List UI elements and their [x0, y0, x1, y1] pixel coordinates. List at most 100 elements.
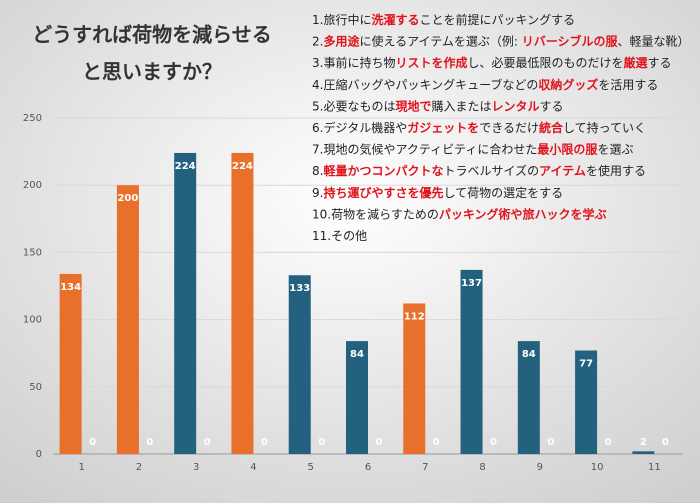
option-text: リバーシブルの服: [522, 33, 619, 48]
option-text: 9.: [312, 185, 323, 199]
option-text: する: [540, 99, 564, 113]
option-text: 5.必要なものは: [312, 99, 395, 113]
option-text: 7.現地の気候やアクティビティに合わせた: [312, 141, 537, 156]
x-tick-label: 2: [136, 462, 142, 473]
x-tick-label: 5: [308, 462, 314, 473]
option-text: 持ち運びやすさを優先: [323, 184, 443, 199]
option-text: できるだけ: [479, 121, 539, 135]
value-label: 0: [547, 437, 554, 448]
x-tick-label: 3: [193, 462, 199, 473]
chart-title: と思いますか？: [82, 60, 222, 84]
value-label: 224: [232, 161, 253, 172]
option-item: 4.圧縮バッグやパッキングキューブなどの収納グッズを活用する: [312, 76, 658, 91]
option-text: 1.旅行中に: [312, 12, 371, 27]
option-text: トラベルサイズの: [443, 163, 539, 178]
bar: [59, 273, 82, 454]
y-tick-label: 50: [29, 382, 42, 393]
value-label: 0: [490, 437, 497, 448]
value-label: 133: [289, 283, 310, 294]
option-text: を選ぶ: [597, 142, 633, 156]
bar: [575, 350, 598, 454]
value-label: 0: [376, 437, 383, 448]
option-text: 現地で: [395, 98, 431, 113]
option-text: する: [648, 56, 672, 70]
x-tick-label: 9: [537, 462, 543, 473]
option-text: 多用途: [323, 33, 360, 48]
x-tick-label: 11: [648, 462, 661, 473]
option-text: レンタル: [491, 99, 539, 113]
option-item: 9.持ち運びやすさを優先して荷物の選定をする: [312, 184, 563, 199]
option-text: 4.圧縮バッグやパッキングキューブなどの: [312, 76, 538, 91]
value-label: 224: [175, 161, 196, 172]
value-label: 0: [261, 437, 268, 448]
option-item: 7.現地の気候やアクティビティに合わせた最小限の服を選ぶ: [312, 141, 633, 156]
value-label: 0: [433, 437, 440, 448]
bar: [403, 303, 426, 454]
x-tick-label: 1: [78, 462, 84, 473]
bar: [174, 152, 197, 454]
value-label: 112: [404, 311, 425, 322]
value-label: 200: [117, 193, 138, 204]
option-text: ガジェットを: [407, 120, 479, 135]
y-tick-label: 150: [23, 247, 42, 258]
option-text: アイテム: [539, 164, 586, 178]
option-item: 11.その他: [312, 229, 367, 243]
option-text: 3.事前に持ち物: [312, 55, 395, 70]
bar: [517, 341, 540, 454]
option-text: 11.その他: [312, 229, 367, 243]
value-label: 0: [89, 437, 96, 448]
bar: [288, 275, 311, 454]
option-text: に使えるアイテムを選ぶ（例:: [359, 33, 521, 48]
option-text: し、必要最低限のものだけを: [467, 56, 623, 70]
bar: [116, 185, 139, 454]
chart-title: どうすれば荷物を減らせる: [32, 23, 272, 47]
option-text: 6.デジタル機器や: [312, 120, 407, 135]
value-label: 0: [318, 437, 325, 448]
option-text: 統合: [539, 120, 564, 135]
option-text: して荷物の選定をする: [443, 184, 563, 199]
option-text: リストを作成: [395, 55, 467, 70]
option-item: 8.軽量かつコンパクトなトラベルサイズのアイテムを使用する: [312, 163, 646, 178]
option-text: 軽量かつコンパクトな: [323, 163, 443, 178]
option-text: 最小限の服: [537, 141, 598, 156]
option-item: 1.旅行中に洗濯することを前提にパッキングする: [312, 12, 575, 27]
value-label: 134: [60, 282, 81, 293]
bar: [460, 269, 483, 454]
option-text: パッキング術や旅ハックを学ぶ: [439, 206, 607, 221]
option-text: 収納グッズ: [538, 76, 598, 91]
x-tick-label: 6: [365, 462, 371, 473]
option-text: ことを前提にパッキングする: [419, 12, 575, 27]
option-item: 2.多用途に使えるアイテムを選ぶ（例: リバーシブルの服、軽量な靴）: [312, 33, 690, 48]
x-tick-label: 4: [250, 462, 256, 473]
x-tick-label: 8: [479, 462, 485, 473]
value-label: 0: [204, 437, 211, 448]
option-item: 6.デジタル機器やガジェットをできるだけ統合して持っていく: [312, 120, 646, 135]
value-label: 0: [662, 437, 669, 448]
option-text: 購入または: [431, 99, 491, 113]
option-item: 10.荷物を減らすためのパッキング術や旅ハックを学ぶ: [312, 206, 607, 221]
value-label: 84: [350, 349, 364, 360]
bar: [231, 152, 254, 454]
y-tick-label: 200: [23, 180, 42, 191]
value-label: 137: [461, 278, 482, 289]
option-text: 10.荷物を減らすための: [312, 206, 439, 221]
option-text: を使用する: [586, 163, 646, 178]
x-tick-label: 7: [422, 462, 428, 473]
y-tick-label: 250: [23, 113, 42, 124]
option-text: を活用する: [598, 77, 658, 91]
bar: [346, 341, 368, 454]
option-item: 3.事前に持ち物リストを作成し、必要最低限のものだけを厳選する: [312, 55, 672, 70]
y-tick-label: 0: [36, 449, 42, 460]
option-text: 、軽量な靴）: [618, 34, 690, 48]
option-text: 厳選: [623, 55, 647, 70]
value-label: 2: [640, 437, 647, 448]
option-item: 5.必要なものは現地で購入またはレンタルする: [312, 98, 564, 113]
value-label: 0: [605, 437, 612, 448]
bar: [632, 451, 655, 454]
y-tick-label: 100: [23, 315, 42, 326]
option-text: 8.: [312, 164, 323, 178]
option-text: して持っていく: [563, 120, 646, 135]
value-label: 0: [146, 437, 153, 448]
value-label: 77: [579, 359, 593, 370]
